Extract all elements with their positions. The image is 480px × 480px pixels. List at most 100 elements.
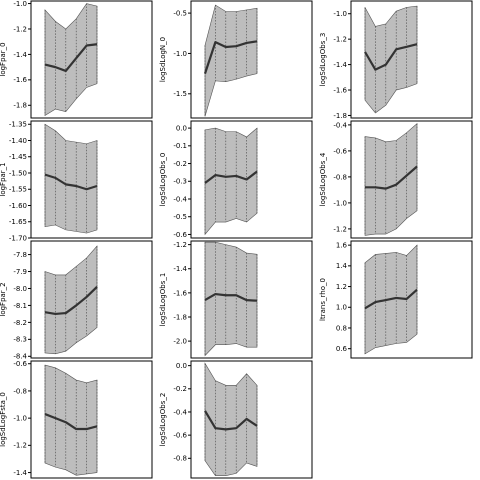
y-axis-label: ltrans_rho_0 bbox=[319, 278, 327, 321]
y-tick-label: -0.2 bbox=[173, 385, 187, 393]
y-axis-label: logSdLogFsta_0 bbox=[0, 392, 7, 447]
uncertainty-band bbox=[44, 364, 98, 476]
panel-logFpar_2: -7.8 -7.9 -8.0 -8.1 -8.2 -8.3 -8.4 logFpar_2 bbox=[0, 240, 153, 361]
axes-frame bbox=[350, 120, 473, 239]
y-axis-label: logSdLogN_0 bbox=[159, 37, 167, 82]
y-tick-label: -0.5 bbox=[173, 10, 187, 18]
y-tick-label: -1.6 bbox=[173, 289, 187, 297]
y-tick-label: -1.4 bbox=[333, 61, 347, 69]
y-tick-label: -1.4 bbox=[173, 265, 187, 273]
uncertainty-band bbox=[44, 245, 98, 355]
axes-frame bbox=[190, 240, 313, 359]
uncertainty-band bbox=[364, 5, 418, 114]
y-tick-label: -1.4 bbox=[13, 469, 27, 477]
y-tick-label: -0.4 bbox=[173, 408, 187, 416]
y-tick-label: 0.0 bbox=[176, 362, 187, 370]
y-tick-label: -1.35 bbox=[9, 121, 27, 129]
panel-logSdLogFsta_0: -0.6 -0.8 -1.0 -1.2 -1.4 logSdLogFsta_0 bbox=[0, 360, 153, 479]
y-tick-label: -8.3 bbox=[13, 336, 27, 344]
y-tick-label: -1.0 bbox=[333, 199, 347, 207]
median-line bbox=[204, 170, 258, 184]
panel-logSdLogObs_0: 0.0 -0.1 -0.2 -0.3 -0.4 -0.5 -0.6 logSdLogObs_0 bbox=[159, 120, 313, 239]
y-tick-label: -8.1 bbox=[13, 302, 27, 310]
y-tick-label: -1.0 bbox=[13, 0, 27, 8]
y-tick-label: -1.8 bbox=[13, 102, 27, 110]
panel-logSdLogObs_4: -0.4 -0.6 -0.8 -1.0 -1.2 logSdLogObs_4 bbox=[319, 120, 473, 239]
y-axis-label: logSdLogObs_4 bbox=[319, 152, 327, 206]
uncertainty-band bbox=[364, 122, 418, 236]
panel-logSdLogN_0: -0.5 -1.0 -1.5 logSdLogN_0 bbox=[159, 0, 313, 119]
y-tick-label: 1.6 bbox=[336, 242, 348, 250]
axes-frame bbox=[190, 0, 313, 119]
median-line bbox=[203, 40, 258, 74]
y-tick-label: -1.65 bbox=[9, 218, 27, 226]
y-axis-label: logFpar_2 bbox=[0, 282, 7, 316]
y-tick-label: -1.2 bbox=[333, 225, 347, 233]
y-tick-label: -1.50 bbox=[9, 169, 27, 177]
y-tick-label: -1.0 bbox=[333, 10, 347, 18]
uncertainty-band bbox=[204, 127, 258, 236]
y-tick-label: -0.6 bbox=[173, 432, 187, 440]
uncertainty-band bbox=[204, 241, 258, 357]
median-line bbox=[44, 173, 98, 191]
axes-frame bbox=[30, 0, 153, 119]
y-tick-label: -1.4 bbox=[13, 51, 27, 59]
panel-logSdLogObs_2: 0.0 -0.2 -0.4 -0.6 -0.8 logSdLogObs_2 bbox=[159, 360, 313, 479]
y-tick-label: -8.4 bbox=[13, 353, 27, 361]
y-tick-label: 1.4 bbox=[336, 262, 348, 270]
panel-ltrans_rho_0: 0.6 0.8 1.0 1.2 1.4 1.6 ltrans_rho_0 bbox=[319, 240, 473, 359]
uncertainty-band bbox=[44, 123, 98, 234]
y-tick-label: -1.5 bbox=[173, 90, 187, 98]
panel-logSdLogObs_3: -1.0 -1.2 -1.4 -1.6 -1.8 logSdLogObs_3 bbox=[319, 0, 473, 120]
y-tick-label: -1.0 bbox=[173, 50, 187, 58]
y-tick-label: -0.6 bbox=[333, 147, 347, 155]
panel-logFpar_0: -1.0 -1.2 -1.4 -1.6 -1.8 logFpar_0 bbox=[0, 0, 153, 119]
y-axis-label: logFpar_1 bbox=[0, 162, 7, 196]
y-tick-label: -0.6 bbox=[173, 231, 187, 239]
y-tick-label: -0.6 bbox=[13, 360, 27, 368]
median-line bbox=[204, 292, 258, 302]
y-tick-label: -1.2 bbox=[13, 442, 27, 450]
y-tick-label: -0.4 bbox=[173, 195, 187, 203]
y-tick-label: -0.5 bbox=[173, 213, 187, 221]
y-tick-label: -1.55 bbox=[9, 186, 27, 194]
y-axis-label: logFpar_0 bbox=[0, 42, 7, 76]
y-tick-label: -1.45 bbox=[9, 153, 27, 161]
y-tick-label: -1.60 bbox=[9, 202, 27, 210]
y-tick-label: -0.3 bbox=[173, 178, 187, 186]
y-tick-label: 1.2 bbox=[336, 283, 347, 291]
y-tick-label: -1.6 bbox=[13, 76, 27, 84]
y-tick-label: -7.9 bbox=[13, 268, 27, 276]
y-tick-label: -0.8 bbox=[333, 173, 347, 181]
y-tick-label: -0.1 bbox=[173, 142, 187, 150]
y-tick-label: -0.2 bbox=[173, 160, 187, 168]
axes-frame bbox=[350, 0, 473, 119]
y-tick-label: -8.2 bbox=[13, 319, 27, 327]
y-tick-label: -1.2 bbox=[333, 36, 347, 44]
y-tick-label: 1.0 bbox=[336, 304, 347, 312]
y-tick-label: -0.8 bbox=[13, 387, 27, 395]
y-axis-label: logSdLogObs_1 bbox=[159, 273, 167, 327]
y-axis-label: logSdLogObs_2 bbox=[159, 393, 167, 447]
median-line bbox=[44, 413, 98, 431]
y-tick-label: -8.0 bbox=[13, 285, 27, 293]
median-line bbox=[364, 43, 418, 71]
y-tick-label: -1.0 bbox=[13, 415, 27, 423]
y-tick-label: -1.2 bbox=[173, 241, 187, 249]
y-tick-label: 0.6 bbox=[336, 345, 348, 353]
y-tick-label: -0.8 bbox=[173, 455, 187, 463]
y-tick-label: 0.8 bbox=[336, 324, 347, 332]
median-line bbox=[364, 288, 418, 310]
median-line bbox=[44, 285, 98, 316]
y-tick-label: -2.0 bbox=[173, 338, 187, 346]
y-tick-label: -1.70 bbox=[9, 234, 27, 242]
axes-frame bbox=[30, 120, 153, 239]
uncertainty-band bbox=[44, 3, 98, 116]
axes-frame bbox=[30, 360, 153, 479]
median-line bbox=[44, 43, 98, 73]
y-axis-label: logSdLogObs_0 bbox=[159, 153, 167, 207]
panel-logFpar_1: -1.35 -1.40 -1.45 -1.50 -1.55 -1.60 -1.65 -1.70… bbox=[0, 120, 153, 242]
y-tick-label: -1.6 bbox=[333, 86, 347, 94]
